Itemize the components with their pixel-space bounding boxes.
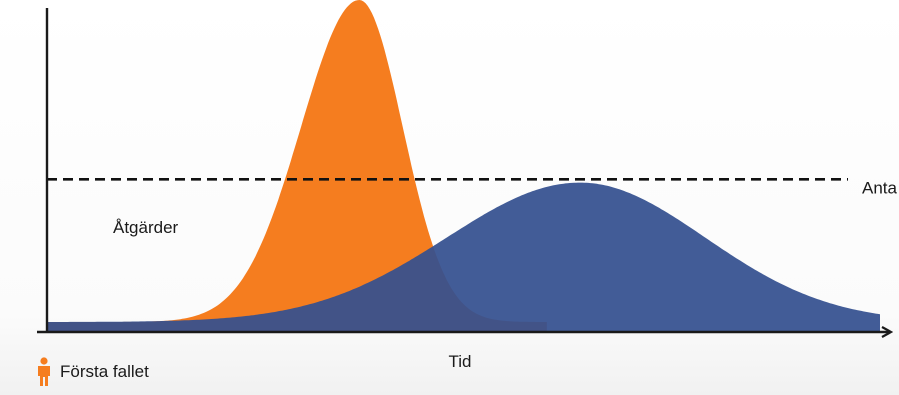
threshold-label: Anta: [862, 178, 898, 197]
series-blue-area: [47, 182, 880, 332]
annotation-atgarder: Åtgärder: [113, 218, 179, 237]
series-orange-area: [47, 0, 547, 332]
legend: Första fallet: [36, 357, 149, 387]
x-axis-label: Tid: [449, 352, 472, 371]
legend-label-forsta-fallet: Första fallet: [60, 362, 149, 381]
person-icon: [38, 357, 50, 386]
